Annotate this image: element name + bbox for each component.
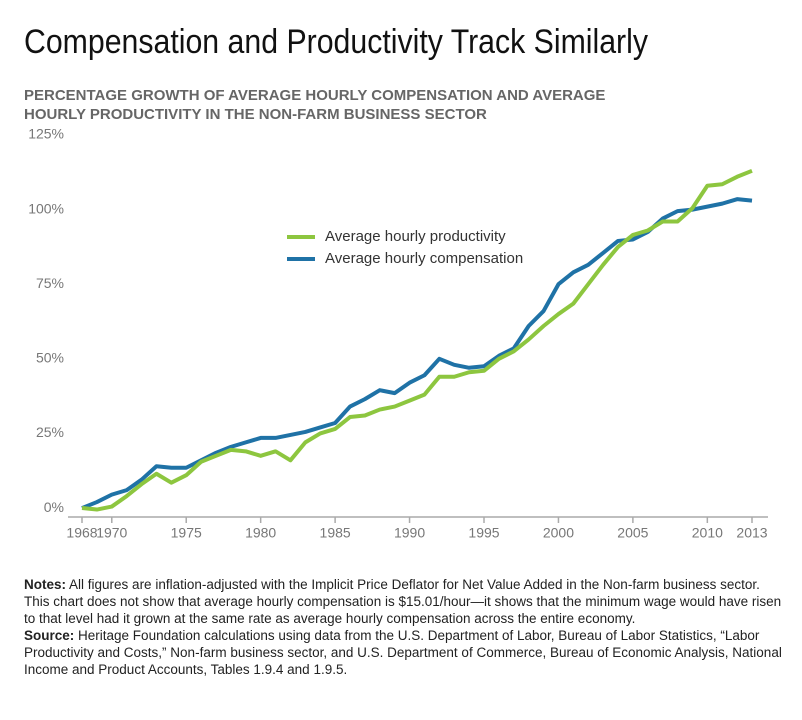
x-tick-label: 2010 [692, 525, 723, 541]
source-text: Heritage Foundation calculations using d… [24, 628, 782, 677]
x-tick-label: 2013 [736, 525, 767, 541]
x-tick-label: 1990 [394, 525, 425, 541]
x-tick-label: 2000 [543, 525, 574, 541]
chart-title: Compensation and Productivity Track Simi… [24, 23, 648, 61]
legend-label: Average hourly compensation [325, 250, 523, 267]
series-line [81, 168, 753, 512]
source-label: Source: [24, 628, 75, 643]
notes-text: All figures are inflation-adjusted with … [24, 577, 782, 626]
notes-block: Notes: All figures are inflation-adjuste… [24, 576, 784, 678]
source: Source: Heritage Foundation calculations… [24, 627, 784, 678]
y-tick-label: 25% [36, 424, 64, 440]
y-tick-label: 75% [36, 275, 64, 291]
notes: Notes: All figures are inflation-adjuste… [24, 576, 784, 627]
x-tick-label: 1970 [96, 525, 127, 541]
y-tick-label: 0% [44, 499, 64, 515]
x-tick-label: 1985 [320, 525, 351, 541]
legend-label: Average hourly productivity [325, 228, 506, 245]
y-tick-label: 100% [28, 200, 64, 216]
y-tick-label: 50% [36, 350, 64, 366]
chart: Compensation and Productivity Track Simi… [24, 23, 768, 541]
notes-label: Notes: [24, 577, 67, 592]
x-tick-label: 1975 [171, 525, 202, 541]
series-line [81, 197, 753, 510]
y-tick-label: 125% [28, 126, 64, 142]
chart-subtitle: PERCENTAGE GROWTH OF AVERAGE HOURLY COMP… [24, 87, 606, 123]
x-tick-label: 1995 [468, 525, 499, 541]
x-tick-label: 2005 [617, 525, 648, 541]
x-tick-label: 1968 [66, 525, 97, 541]
x-tick-label: 1980 [245, 525, 276, 541]
